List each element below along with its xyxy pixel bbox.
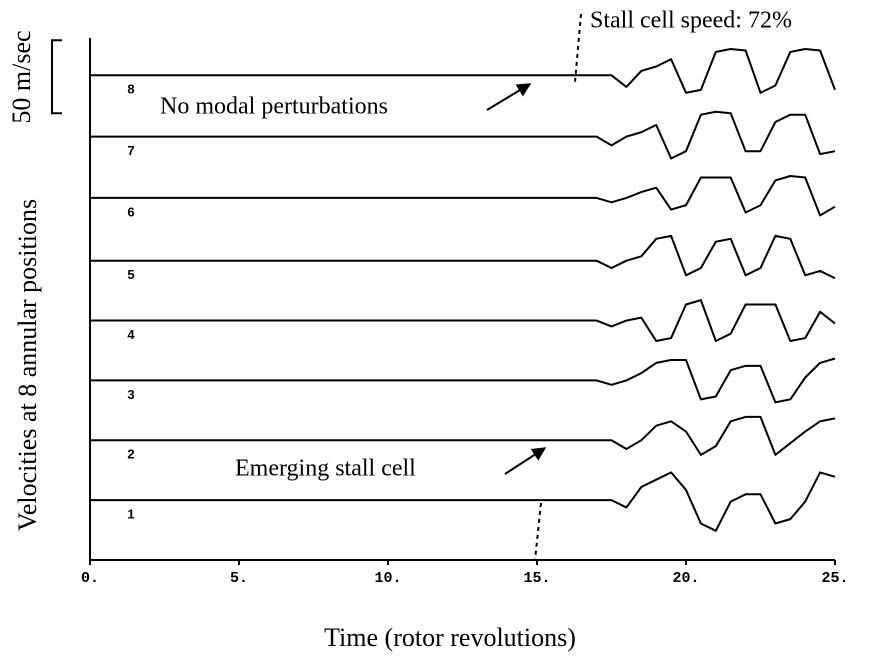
annotation: Emerging stall cell — [235, 456, 416, 482]
annotation: No modal perturbations — [160, 94, 388, 120]
trace-label: 3 — [127, 387, 134, 402]
x-tick-label: 20. — [672, 570, 699, 587]
trace — [90, 415, 836, 456]
trace-label: 8 — [127, 82, 134, 97]
speed-line — [534, 502, 542, 561]
x-tick-label: 25. — [821, 570, 848, 587]
scale-bar-label: 50 m/sec — [7, 30, 36, 123]
trace — [90, 299, 836, 342]
trace — [90, 110, 836, 160]
trace — [90, 175, 836, 217]
trace-label: 6 — [127, 204, 134, 219]
trace — [90, 357, 836, 404]
trace — [90, 234, 836, 280]
x-axis-label: Time (rotor revolutions) — [324, 623, 576, 652]
annotation: Stall cell speed: 72% — [590, 8, 792, 34]
x-tick-label: 0. — [81, 570, 99, 587]
trace-label: 5 — [127, 267, 134, 282]
arrow — [504, 447, 547, 475]
speed-line — [574, 13, 582, 83]
x-tick-label: 15. — [523, 570, 550, 587]
arrow — [486, 83, 532, 111]
scale-bar — [51, 39, 62, 115]
trace — [90, 48, 836, 94]
x-tick-label: 5. — [230, 570, 248, 587]
trace-label: 1 — [127, 507, 134, 522]
trace-label: 4 — [127, 327, 135, 342]
trace — [90, 471, 836, 532]
trace-label: 2 — [127, 447, 134, 462]
trace-label: 7 — [127, 143, 134, 158]
x-tick-label: 10. — [374, 570, 401, 587]
y-axis-label: Velocities at 8 annular positions — [13, 199, 42, 531]
